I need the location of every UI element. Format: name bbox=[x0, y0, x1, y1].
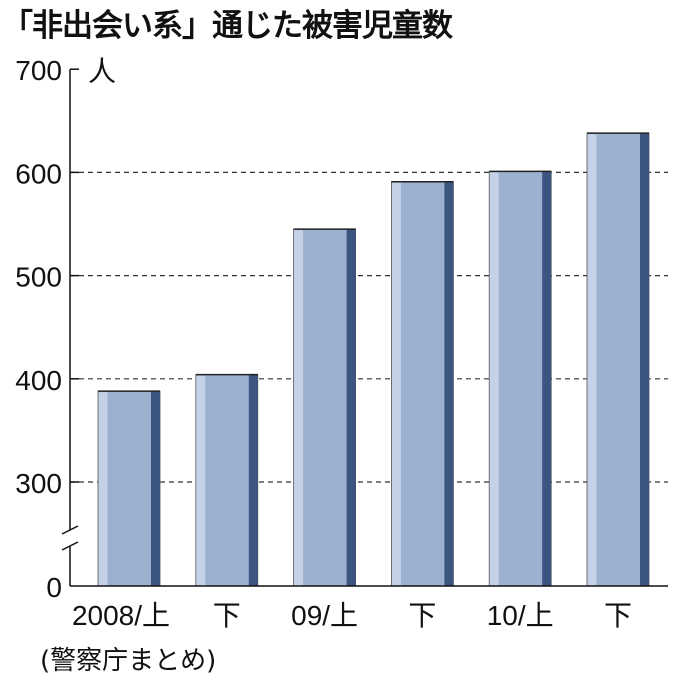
source-note: (警察庁まとめ) bbox=[40, 646, 217, 676]
x-tick-label: 下 bbox=[604, 600, 632, 631]
x-tick-label: 09/上 bbox=[291, 600, 358, 631]
bar-shadow bbox=[444, 181, 454, 587]
bar bbox=[195, 374, 259, 587]
bar bbox=[488, 170, 552, 587]
bar-highlight bbox=[489, 172, 499, 587]
axis-break-mark bbox=[61, 541, 79, 551]
bar-shadow bbox=[542, 171, 552, 587]
bar-highlight bbox=[587, 134, 597, 586]
bar-highlight bbox=[294, 230, 304, 586]
bar-shadow bbox=[346, 229, 356, 586]
x-tick-label: 下 bbox=[408, 600, 436, 631]
bar-shadow bbox=[640, 133, 649, 586]
bar-shadow bbox=[248, 374, 258, 586]
y-tick-label: 700 bbox=[15, 55, 62, 86]
y-unit-label: 人 bbox=[88, 56, 116, 87]
axis-break-mark bbox=[61, 525, 79, 535]
x-tick-label: 2008/上 bbox=[72, 600, 170, 631]
y-tick-label: 500 bbox=[15, 262, 62, 293]
x-tick-label: 10/上 bbox=[487, 600, 554, 631]
bar-highlight bbox=[98, 392, 108, 586]
bar bbox=[390, 181, 454, 587]
y-tick-label: 0 bbox=[46, 572, 62, 603]
bar-shadow bbox=[151, 391, 160, 586]
y-tick-label: 600 bbox=[15, 158, 62, 189]
bar-highlight bbox=[196, 375, 206, 586]
x-tick-label: 下 bbox=[213, 600, 241, 631]
y-tick-label: 300 bbox=[15, 468, 62, 499]
bar-highlight bbox=[391, 182, 401, 587]
chart-title: 「非出会い系」通じた被害児童数 bbox=[2, 8, 453, 44]
y-tick-label: 400 bbox=[15, 365, 62, 396]
bar bbox=[97, 390, 161, 587]
